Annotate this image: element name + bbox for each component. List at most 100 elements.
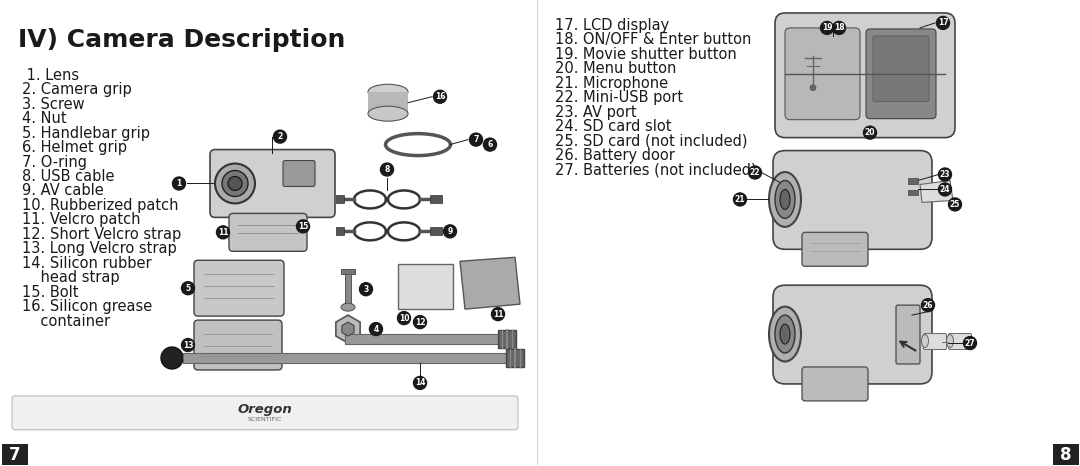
Text: container: container xyxy=(22,314,110,329)
Bar xyxy=(345,269,351,307)
Text: 3: 3 xyxy=(363,285,368,294)
Text: 27: 27 xyxy=(964,338,975,348)
Bar xyxy=(430,227,442,235)
Polygon shape xyxy=(460,257,519,309)
Circle shape xyxy=(369,322,382,336)
Bar xyxy=(336,227,345,235)
Text: 1. Lens: 1. Lens xyxy=(22,68,79,83)
Bar xyxy=(2,444,28,466)
Text: 7: 7 xyxy=(10,445,21,464)
Circle shape xyxy=(963,336,976,350)
Text: 2. Camera grip: 2. Camera grip xyxy=(22,82,132,97)
Circle shape xyxy=(360,283,373,295)
Text: 7: 7 xyxy=(473,135,478,144)
Text: 11: 11 xyxy=(218,228,228,237)
Bar xyxy=(908,178,918,185)
Ellipse shape xyxy=(769,172,801,227)
Text: 8: 8 xyxy=(384,165,390,174)
Polygon shape xyxy=(342,322,354,336)
Text: head strap: head strap xyxy=(22,270,120,285)
Text: 13. Long Velcro strap: 13. Long Velcro strap xyxy=(22,241,177,256)
Text: 4. Nut: 4. Nut xyxy=(22,111,67,126)
Ellipse shape xyxy=(921,335,929,348)
FancyBboxPatch shape xyxy=(948,334,972,350)
Circle shape xyxy=(939,183,951,196)
Text: 11. Velcro patch: 11. Velcro patch xyxy=(22,212,140,227)
Text: 25. SD card (not included): 25. SD card (not included) xyxy=(555,134,747,149)
Text: SCIENTIFIC: SCIENTIFIC xyxy=(247,418,282,422)
Circle shape xyxy=(414,377,427,390)
Text: 7. O-ring: 7. O-ring xyxy=(22,155,87,170)
Text: 20. Menu button: 20. Menu button xyxy=(555,62,676,76)
Text: 5: 5 xyxy=(186,284,190,293)
Text: 9: 9 xyxy=(447,227,453,236)
FancyBboxPatch shape xyxy=(896,305,920,364)
Text: 27. Batteries (not included): 27. Batteries (not included) xyxy=(555,163,757,178)
Circle shape xyxy=(484,138,497,151)
Text: Oregon: Oregon xyxy=(238,404,293,416)
Ellipse shape xyxy=(341,303,355,311)
Bar xyxy=(430,195,442,204)
Text: 24: 24 xyxy=(940,185,950,194)
Bar xyxy=(341,269,355,274)
Circle shape xyxy=(273,130,286,143)
FancyBboxPatch shape xyxy=(802,233,868,266)
Ellipse shape xyxy=(769,307,801,362)
Text: IV) Camera Description: IV) Camera Description xyxy=(18,28,346,52)
Text: 8: 8 xyxy=(1061,445,1071,464)
Bar xyxy=(336,195,345,204)
Polygon shape xyxy=(336,315,360,343)
Circle shape xyxy=(380,163,393,176)
Text: 19: 19 xyxy=(822,23,833,33)
FancyBboxPatch shape xyxy=(785,28,860,120)
FancyBboxPatch shape xyxy=(773,285,932,384)
Bar xyxy=(1053,444,1079,466)
FancyBboxPatch shape xyxy=(923,334,946,350)
FancyBboxPatch shape xyxy=(802,367,868,401)
Ellipse shape xyxy=(775,180,795,219)
Text: 22. Mini-USB port: 22. Mini-USB port xyxy=(555,90,684,105)
FancyBboxPatch shape xyxy=(229,213,307,251)
FancyBboxPatch shape xyxy=(775,13,955,137)
FancyBboxPatch shape xyxy=(866,29,936,119)
Circle shape xyxy=(833,21,846,34)
Circle shape xyxy=(821,21,834,34)
Text: 21. Microphone: 21. Microphone xyxy=(555,76,669,91)
Circle shape xyxy=(215,164,255,204)
Bar xyxy=(345,334,505,344)
Text: 16: 16 xyxy=(435,92,445,101)
Circle shape xyxy=(181,339,194,351)
Text: 18. ON/OFF & Enter button: 18. ON/OFF & Enter button xyxy=(555,33,752,48)
Text: 26. Battery door: 26. Battery door xyxy=(555,148,675,163)
Bar xyxy=(183,353,513,363)
Circle shape xyxy=(936,16,949,29)
Polygon shape xyxy=(920,180,953,202)
Circle shape xyxy=(397,312,410,325)
Circle shape xyxy=(864,126,877,139)
Text: 8. USB cable: 8. USB cable xyxy=(22,169,114,184)
Bar xyxy=(498,330,516,348)
Text: 24. SD card slot: 24. SD card slot xyxy=(555,119,672,134)
Ellipse shape xyxy=(780,190,789,209)
Circle shape xyxy=(939,168,951,181)
Text: 12. Short Velcro strap: 12. Short Velcro strap xyxy=(22,227,181,242)
Text: 4: 4 xyxy=(374,325,379,334)
Circle shape xyxy=(216,226,229,239)
Text: 18: 18 xyxy=(834,23,845,33)
Text: 6. Helmet grip: 6. Helmet grip xyxy=(22,140,127,155)
Text: 10. Rubberized patch: 10. Rubberized patch xyxy=(22,198,178,213)
FancyBboxPatch shape xyxy=(210,150,335,218)
Circle shape xyxy=(181,282,194,295)
Text: 14: 14 xyxy=(415,378,426,387)
Circle shape xyxy=(433,90,446,103)
Circle shape xyxy=(414,315,427,329)
Circle shape xyxy=(470,133,483,146)
Text: 2: 2 xyxy=(278,132,283,141)
Circle shape xyxy=(297,220,310,233)
Circle shape xyxy=(921,299,934,312)
Text: 11: 11 xyxy=(492,309,503,319)
Text: 21: 21 xyxy=(734,195,745,204)
Circle shape xyxy=(733,193,746,206)
Text: 5. Handlebar grip: 5. Handlebar grip xyxy=(22,126,150,141)
Text: 20: 20 xyxy=(865,128,875,137)
